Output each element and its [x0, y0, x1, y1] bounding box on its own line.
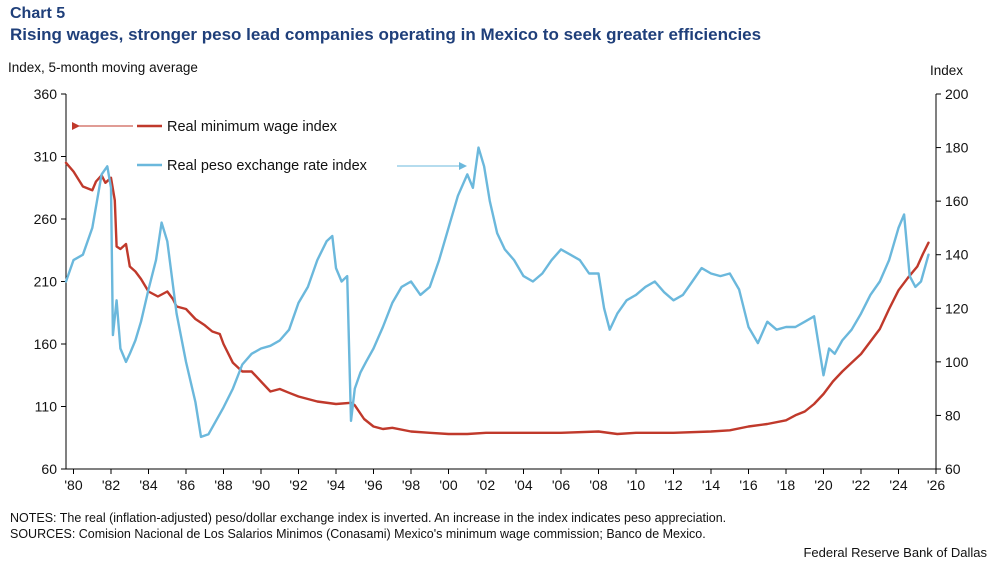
x-tick-label: '10	[627, 477, 645, 493]
x-tick-label: '82	[102, 477, 120, 493]
x-tick-label: '98	[402, 477, 420, 493]
x-tick-label: '20	[814, 477, 832, 493]
x-tick-label: '12	[664, 477, 682, 493]
left-axis-label: Index, 5-month moving average	[8, 60, 198, 75]
left-tick-label: 60	[41, 461, 57, 477]
x-tick-label: '84	[139, 477, 157, 493]
right-tick-label: 140	[945, 247, 969, 263]
x-tick-label: '22	[852, 477, 870, 493]
right-tick-label: 200	[945, 86, 969, 102]
right-tick-label: 180	[945, 140, 969, 156]
right-tick-label: 120	[945, 300, 969, 316]
left-tick-label: 360	[34, 86, 58, 102]
chart-credit: Federal Reserve Bank of Dallas	[803, 545, 987, 560]
right-tick-label: 60	[945, 461, 961, 477]
x-tick-label: '00	[439, 477, 457, 493]
peso-legend-label: Real peso exchange rate index	[167, 158, 368, 174]
line-chart: 60 110 160 210 260 310 360 60 80 100 120 140 160 180…	[34, 86, 969, 493]
right-tick-label: 100	[945, 354, 969, 370]
x-tick-label: '18	[777, 477, 795, 493]
wage-legend-label: Real minimum wage index	[167, 119, 338, 135]
chart-notes: NOTES: The real (inflation-adjusted) pes…	[10, 511, 727, 525]
x-tick-label: '90	[252, 477, 270, 493]
x-tick-label: '06	[552, 477, 570, 493]
right-tick-label: 80	[945, 407, 961, 423]
x-tick-label: '14	[702, 477, 720, 493]
x-tick-label: '88	[214, 477, 232, 493]
x-tick-label: '26	[927, 477, 945, 493]
right-tick-label: 160	[945, 193, 969, 209]
x-tick-label: '24	[889, 477, 907, 493]
chart-sources: SOURCES: Comision Nacional de Los Salari…	[10, 527, 706, 541]
x-tick-label: '96	[364, 477, 382, 493]
x-tick-label: '04	[514, 477, 532, 493]
chart-title: Rising wages, stronger peso lead compani…	[10, 25, 762, 44]
left-tick-label: 110	[35, 399, 58, 415]
x-tick-label: '92	[289, 477, 307, 493]
right-axis-label: Index	[930, 63, 964, 78]
left-tick-label: 160	[34, 336, 58, 352]
left-tick-label: 310	[34, 149, 58, 165]
x-tick-label: '16	[739, 477, 757, 493]
peso-series-line	[64, 146, 930, 439]
x-tick-label: '94	[327, 477, 345, 493]
x-tick-label: '86	[177, 477, 195, 493]
left-tick-label: 210	[34, 274, 58, 290]
chart-kicker: Chart 5	[10, 5, 66, 22]
x-tick-label: '80	[64, 477, 82, 493]
left-tick-label: 260	[34, 211, 58, 227]
x-tick-label: '08	[589, 477, 607, 493]
wage-series-line	[64, 161, 930, 436]
x-tick-label: '02	[477, 477, 495, 493]
